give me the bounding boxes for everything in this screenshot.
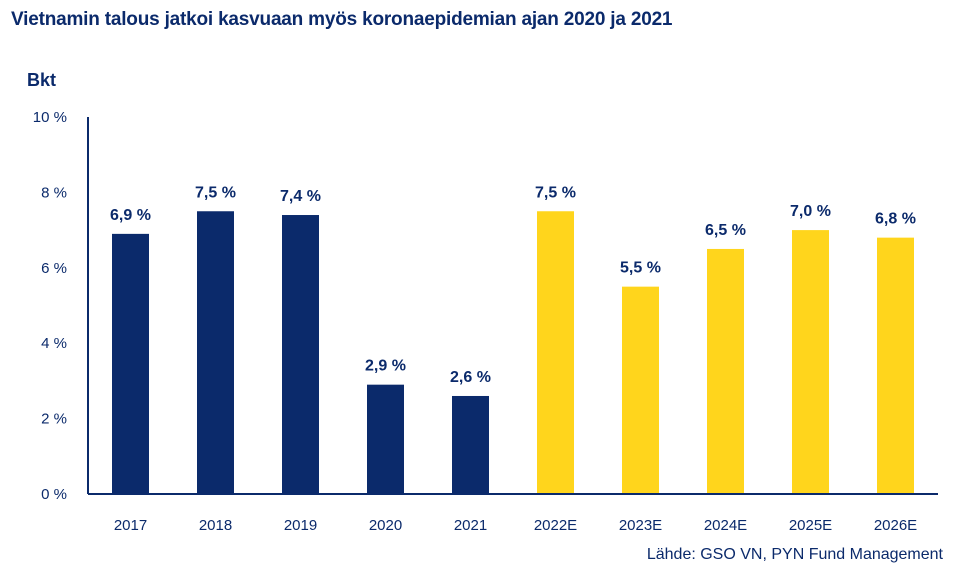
x-tick-label-2024e: 2024E — [704, 517, 747, 534]
bar-2023e — [622, 286, 659, 494]
y-tick-label: 6 % — [41, 260, 67, 277]
bar-2019 — [282, 215, 319, 494]
data-label-2023e: 5,5 % — [620, 260, 661, 277]
data-label-2024e: 6,5 % — [705, 222, 746, 239]
x-tick-label-2025e: 2025E — [789, 517, 832, 534]
y-tick-label: 4 % — [41, 335, 67, 352]
data-label-2021: 2,6 % — [450, 369, 491, 386]
bar-2020 — [367, 384, 404, 494]
x-tick-label-2021: 2021 — [454, 517, 487, 534]
y-tick-label: 10 % — [33, 109, 67, 126]
bar-2024e — [707, 248, 744, 494]
chart-title: Vietnamin talous jatkoi kasvuaan myös ko… — [11, 9, 673, 30]
x-tick-label-2019: 2019 — [284, 517, 317, 534]
bar-2025e — [792, 230, 829, 494]
x-tick-label-2022e: 2022E — [534, 517, 577, 534]
source-note: Lähde: GSO VN, PYN Fund Management — [646, 546, 943, 563]
data-label-2025e: 7,0 % — [790, 203, 831, 220]
y-tick-label: 8 % — [41, 184, 67, 201]
data-label-2020: 2,9 % — [365, 358, 406, 375]
x-tick-label-2020: 2020 — [369, 517, 402, 534]
data-label-2022e: 7,5 % — [535, 184, 576, 201]
x-axis-ticks: 2017 2018 2019 2020 2021 2022E 2023E 2024E 2025E… — [114, 517, 917, 534]
data-label-2018: 7,5 % — [195, 184, 236, 201]
data-label-2017: 6,9 % — [110, 207, 151, 224]
bar-2022e — [537, 211, 574, 494]
bar-2018 — [197, 211, 234, 494]
bars — [112, 211, 914, 494]
bar-2026e — [877, 237, 914, 494]
data-label-2026e: 6,8 % — [875, 211, 916, 228]
x-tick-label-2018: 2018 — [199, 517, 232, 534]
bar-2017 — [112, 233, 149, 494]
y-axis-label: Bkt — [27, 70, 57, 90]
x-tick-label-2017: 2017 — [114, 517, 147, 534]
data-label-2019: 7,4 % — [280, 188, 321, 205]
bar-2021 — [452, 395, 489, 494]
x-tick-label-2026e: 2026E — [874, 517, 917, 534]
y-tick-label: 2 % — [41, 411, 67, 428]
data-labels: 6,9 % 7,5 % 7,4 % 2,9 % 2,6 % 7,5 % 5,5 % 6,5 %… — [110, 184, 916, 386]
y-tick-label: 0 % — [41, 486, 67, 503]
x-tick-label-2023e: 2023E — [619, 517, 662, 534]
y-axis-ticks: 0 % 2 % 4 % 6 % 8 % 10 % — [33, 109, 67, 503]
